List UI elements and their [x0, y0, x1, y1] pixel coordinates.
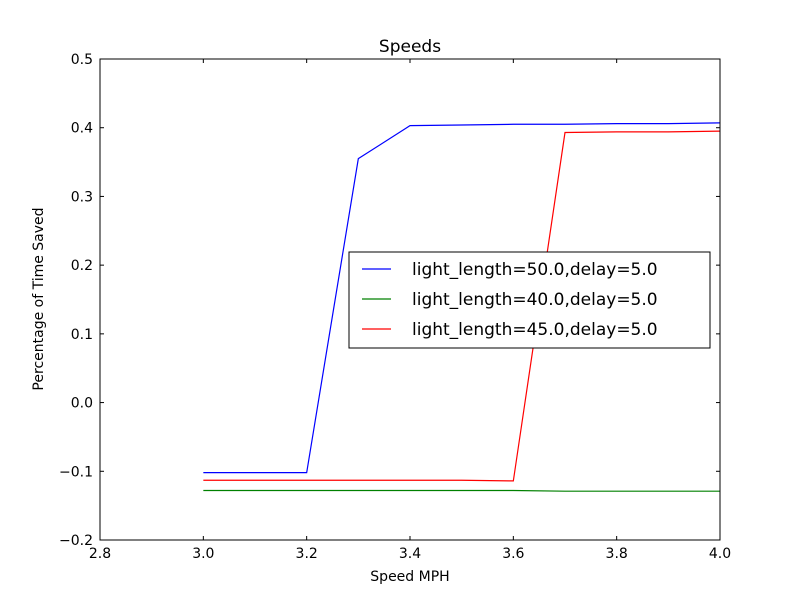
y-tick-label: 0.1	[71, 327, 93, 343]
legend: light_length=50.0,delay=5.0 light_length=…	[348, 251, 711, 349]
y-tick-label: 0.2	[71, 258, 93, 274]
legend-label-1: light_length=50.0,delay=5.0	[412, 260, 658, 280]
y-tick-label: 0.5	[71, 52, 93, 68]
legend-label-2: light_length=40.0,delay=5.0	[412, 290, 658, 310]
y-axis-title: Percentage of Time Saved	[31, 207, 47, 390]
y-tick-label: 0.3	[71, 189, 93, 205]
x-tick-label: 3.0	[192, 546, 214, 562]
x-tick-label: 2.8	[89, 546, 111, 562]
y-tick-label: 0.0	[71, 396, 93, 412]
y-tick-label: −0.2	[59, 533, 93, 549]
series-line-2	[203, 489, 720, 492]
y-tick-label: −0.1	[59, 464, 93, 480]
plot-area: 2.8 3.0 3.2 3.4 3.6 3.8 4.0 −0.2 −0.1 0.0 0.1 0.2 0.…	[59, 52, 731, 562]
legend-box	[348, 251, 711, 349]
legend-label-3: light_length=45.0,delay=5.0	[412, 320, 658, 340]
x-tick-label: 3.2	[296, 546, 318, 562]
y-tick-label: 0.4	[71, 121, 93, 137]
x-tick-label: 3.8	[606, 546, 628, 562]
chart-title: Speeds	[379, 37, 441, 57]
x-tick-label: 3.6	[502, 546, 524, 562]
series-line-1	[203, 122, 721, 474]
x-tick-label: 4.0	[709, 546, 731, 562]
x-axis-title: Speed MPH	[370, 569, 449, 585]
series-line-3	[203, 130, 721, 482]
x-tick-label: 3.4	[399, 546, 421, 562]
